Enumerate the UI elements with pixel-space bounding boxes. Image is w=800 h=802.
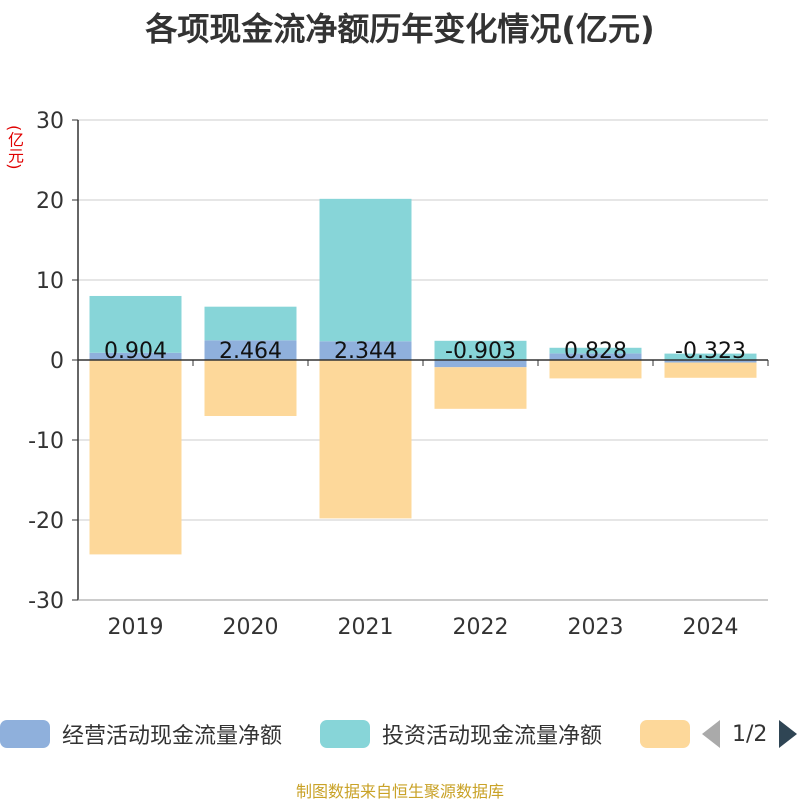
bar-s3-2021	[319, 360, 412, 519]
bar-s3-2019	[89, 360, 182, 555]
legend-item-financing[interactable]	[640, 716, 702, 752]
bar-s2-2023	[549, 347, 642, 354]
legend-next-icon[interactable]	[779, 720, 798, 748]
data-label-operating: 2.344	[334, 339, 397, 364]
legend-pager: 1/2	[702, 716, 798, 752]
y-tick-label: -30	[28, 589, 64, 614]
bar-s1-2021	[319, 341, 412, 360]
data-label-operating: 0.828	[564, 339, 627, 364]
chart-title: 各项现金流净额历年变化情况(亿元)	[145, 10, 655, 48]
y-tick-label: -20	[28, 509, 64, 534]
x-tick-label: 2024	[683, 615, 739, 640]
chart-plot: 30 20 10 0 -10 -20 -30 2019 2020 2021 2022 2023 2024…	[28, 109, 769, 640]
bar-s2-2020	[204, 306, 297, 341]
bar-s3-2024	[664, 362, 757, 378]
x-tick-label: 2019	[108, 615, 164, 640]
bar-s1-2020	[204, 340, 297, 360]
bar-s2-2021	[319, 198, 412, 342]
x-tick-label: 2020	[223, 615, 279, 640]
bar-s1-2022	[434, 360, 527, 368]
data-label-operating: -0.323	[675, 339, 746, 364]
legend-item-operating[interactable]: 经营活动现金流量净额	[0, 716, 282, 752]
data-label-operating: 2.464	[219, 339, 282, 364]
legend-page-indicator: 1/2	[732, 721, 768, 747]
legend-label-investing: 投资活动现金流量净额	[382, 724, 603, 749]
x-tick-label: 2023	[568, 615, 624, 640]
data-label-operating: -0.903	[445, 339, 516, 364]
bar-s3-2023	[549, 360, 642, 379]
y-tick-label: 20	[36, 189, 64, 214]
bar-s1-2024	[664, 360, 757, 363]
legend-prev-icon[interactable]	[702, 720, 720, 748]
legend: 经营活动现金流量净额 投资活动现金流量净额 1/2	[0, 716, 800, 756]
y-tick-label: 30	[36, 109, 64, 134]
bar-s1-2019	[89, 352, 182, 360]
bar-s2-2024	[664, 353, 757, 360]
legend-swatch-operating	[0, 720, 50, 748]
bar-s2-2019	[89, 295, 182, 353]
legend-swatch-financing	[640, 720, 690, 748]
data-label-operating: 0.904	[104, 339, 167, 364]
bar-s3-2020	[204, 360, 297, 416]
legend-swatch-investing	[320, 720, 370, 748]
bar-s3-2022	[434, 367, 527, 409]
x-tick-label: 2021	[338, 615, 394, 640]
y-tick-label: 0	[50, 349, 64, 374]
bar-s1-2023	[549, 353, 642, 360]
legend-label-operating: 经营活动现金流量净额	[62, 724, 283, 749]
y-tick-label: -10	[28, 429, 64, 454]
legend-item-investing[interactable]: 投资活动现金流量净额	[320, 716, 602, 752]
y-tick-label: 10	[36, 269, 64, 294]
x-tick-label: 2022	[453, 615, 509, 640]
data-source-note: 制图数据来自恒生聚源数据库	[295, 782, 504, 801]
bar-s2-2022	[434, 340, 527, 360]
y-axis-unit: (亿元)	[5, 125, 24, 170]
